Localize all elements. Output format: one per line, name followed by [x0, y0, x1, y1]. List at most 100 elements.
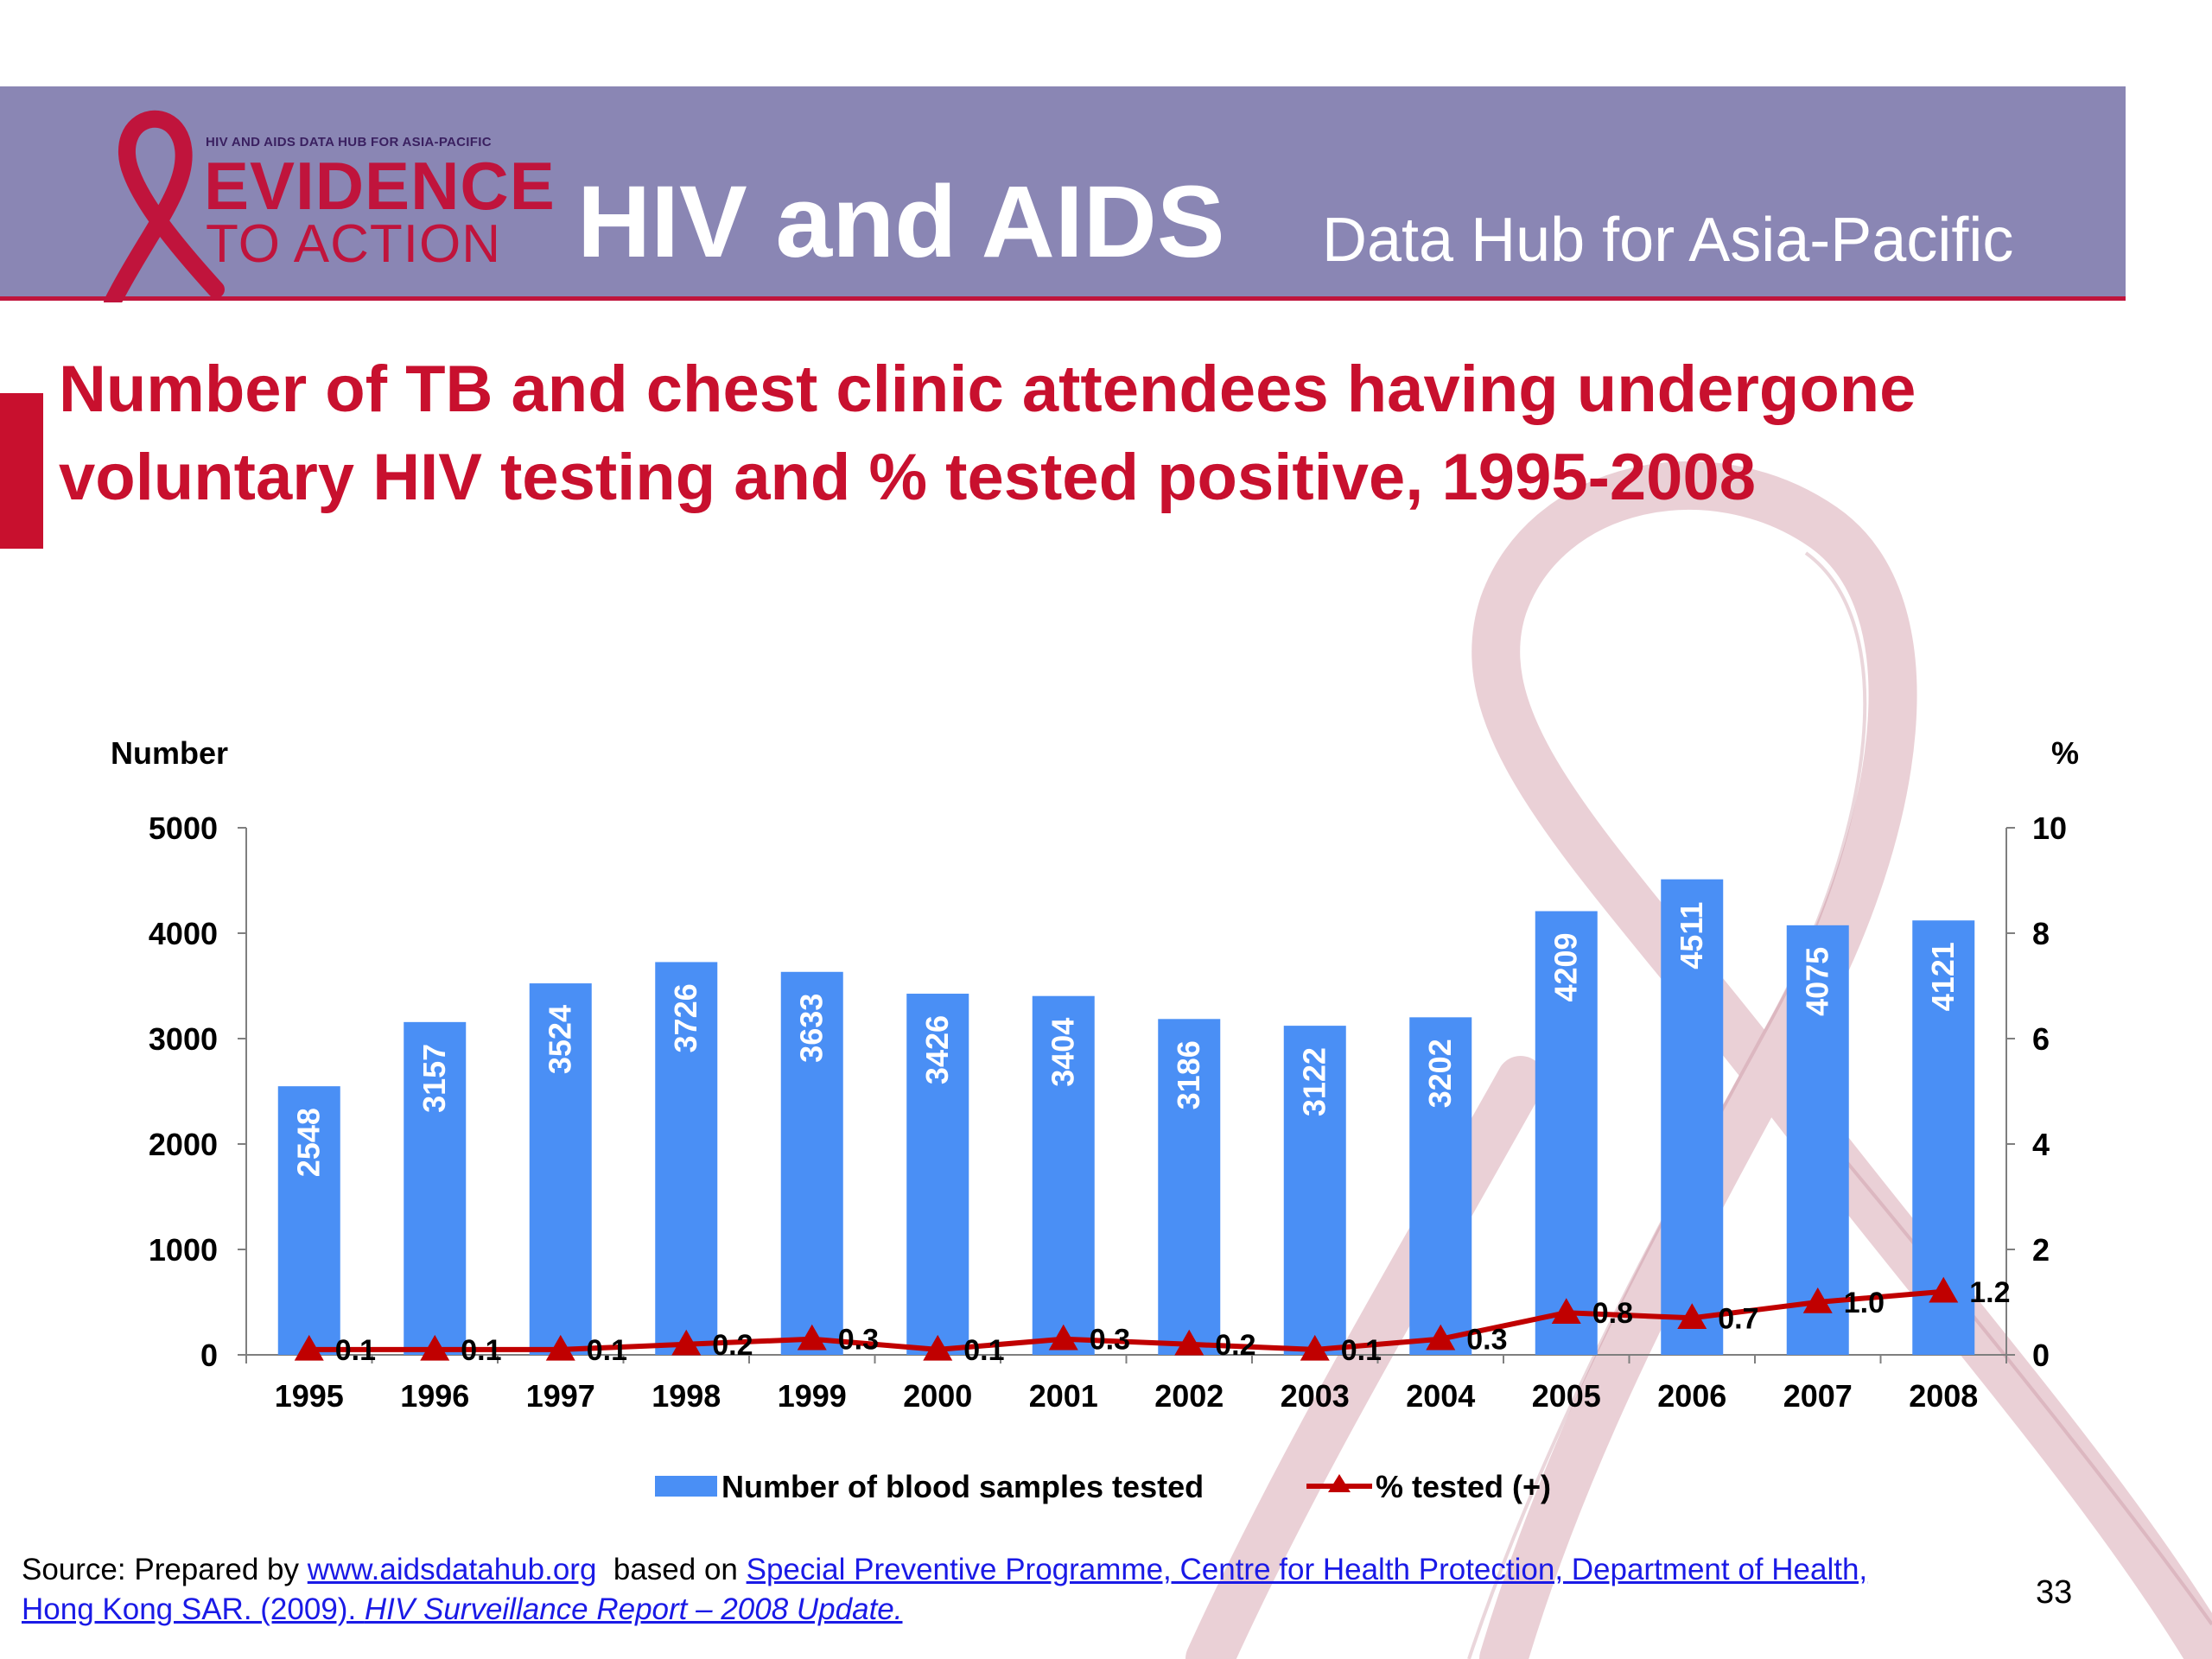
line-value-label: 0.3 [1466, 1324, 1507, 1357]
bar-value-label: 3726 [668, 983, 703, 1052]
bar [780, 971, 843, 1355]
bar [1158, 1019, 1221, 1355]
slide-title-line-2: voluntary HIV testing and % tested posit… [59, 441, 1756, 514]
y2-tick-label: 2 [2032, 1232, 2050, 1268]
triangle-point-marker [1048, 1324, 1078, 1351]
x-tick-label: 1997 [526, 1378, 595, 1414]
legend-triangle-icon [1328, 1474, 1351, 1492]
bar [1032, 995, 1095, 1355]
bar-value-label: 4209 [1548, 932, 1584, 1001]
source-prefix: Source: Prepared by [22, 1553, 308, 1586]
line-value-label: 0.1 [963, 1334, 1004, 1367]
bar [1786, 925, 1849, 1355]
line-value-label: 0.8 [1592, 1297, 1633, 1330]
y2-tick-label: 8 [2032, 916, 2050, 951]
triangle-point-marker [294, 1334, 324, 1361]
logo-tagline: HIV AND AIDS DATA HUB FOR ASIA-PACIFIC [206, 135, 492, 149]
bar-value-label: 3157 [416, 1044, 452, 1113]
x-tick-label: 2003 [1281, 1378, 1350, 1414]
x-tick-label: 2006 [1657, 1378, 1726, 1414]
bar-value-label: 3404 [1046, 1018, 1081, 1087]
y2-tick-label: 0 [2032, 1338, 2050, 1373]
x-tick-label: 2002 [1154, 1378, 1224, 1414]
bar [404, 1021, 467, 1355]
x-tick-label: 1996 [400, 1378, 469, 1414]
bar [277, 1086, 340, 1355]
report-link-line-2[interactable]: Hong Kong SAR. (2009). HIV Surveillance … [22, 1592, 903, 1626]
bar [655, 962, 718, 1355]
x-tick-label: 2008 [1909, 1378, 1978, 1414]
evidence-to-action-logo: HIV AND AIDS DATA HUB FOR ASIA-PACIFIC E… [78, 104, 555, 302]
bar-value-label: 3633 [794, 994, 830, 1063]
bar [1283, 1026, 1346, 1355]
line-value-label: 0.2 [712, 1329, 753, 1362]
title-accent-bar [0, 393, 43, 549]
triangle-point-marker [923, 1334, 953, 1361]
x-tick-label: 1998 [652, 1378, 721, 1414]
header-banner: HIV AND AIDS DATA HUB FOR ASIA-PACIFIC E… [0, 86, 2126, 302]
bar-value-label: 4511 [1674, 902, 1709, 969]
bar-value-label: 3524 [543, 1005, 578, 1074]
triangle-point-marker [1300, 1334, 1330, 1361]
line-value-label: 1.0 [1844, 1287, 1885, 1319]
x-tick-label: 2000 [903, 1378, 972, 1414]
spp-report-link[interactable]: Special Preventive Programme, Centre for… [746, 1553, 1868, 1586]
bar-value-label: 3122 [1297, 1047, 1332, 1116]
slide-title-line-1: Number of TB and chest clinic attendees … [59, 353, 1916, 426]
red-ribbon-icon [104, 110, 225, 302]
bar [906, 994, 969, 1355]
line-value-label: 0.2 [1215, 1329, 1255, 1362]
y2-axis-title: % [2051, 735, 2079, 771]
x-tick-label: 1999 [778, 1378, 847, 1414]
triangle-point-marker [1426, 1324, 1456, 1351]
logo-evidence-text: EVIDENCE [204, 148, 556, 224]
legend-line-label: % tested (+) [1376, 1469, 1551, 1504]
y2-tick-label: 10 [2032, 810, 2067, 846]
line-value-label: 0.7 [1718, 1302, 1758, 1335]
triangle-point-marker [797, 1324, 827, 1351]
triangle-point-marker [671, 1329, 702, 1356]
x-tick-label: 1995 [275, 1378, 344, 1414]
triangle-point-marker [1677, 1303, 1707, 1330]
bar [1661, 879, 1724, 1355]
line-value-label: 1.2 [1969, 1276, 2010, 1309]
x-tick-label: 2001 [1029, 1378, 1098, 1414]
y2-tick-label: 6 [2032, 1021, 2050, 1057]
x-tick-label: 2007 [1783, 1378, 1853, 1414]
bar-value-label: 4075 [1800, 947, 1835, 1016]
legend-bar-swatch [655, 1476, 717, 1497]
y2-tick-label: 4 [2032, 1127, 2050, 1162]
y-tick-label: 3000 [149, 1021, 218, 1057]
y-axis-title: Number [111, 735, 228, 771]
triangle-point-marker [1551, 1298, 1581, 1324]
slide-title: Number of TB and chest clinic attendees … [59, 346, 2167, 522]
page-number: 33 [2036, 1574, 2073, 1611]
x-tick-label: 2004 [1406, 1378, 1475, 1414]
source-middle: based on [596, 1553, 747, 1586]
logo-to-action-text: TO ACTION [206, 214, 502, 274]
legend-bar-label: Number of blood samples tested [721, 1469, 1204, 1504]
bar-value-label: 3186 [1171, 1040, 1206, 1109]
report-link-italic: HIV Surveillance Report – 2008 Update. [364, 1592, 903, 1626]
y-tick-label: 0 [200, 1338, 218, 1373]
report-link-plain: Hong Kong SAR. (2009). [22, 1592, 365, 1626]
triangle-point-marker [1174, 1329, 1205, 1356]
triangle-point-marker [1929, 1276, 1959, 1303]
bar-value-label: 2548 [291, 1108, 327, 1177]
aidsdatahub-link[interactable]: www.aidsdatahub.org [307, 1553, 597, 1586]
line-value-label: 0.1 [587, 1334, 627, 1367]
triangle-point-marker [1802, 1287, 1833, 1313]
line-value-label: 0.1 [1341, 1334, 1382, 1367]
triangle-point-marker [420, 1334, 450, 1361]
bar-value-label: 4121 [1925, 942, 1961, 1011]
bar-value-label: 3202 [1422, 1039, 1458, 1108]
header-subtitle: Data Hub for Asia-Pacific [1322, 206, 2014, 275]
header-title: HIV and AIDS [577, 165, 1225, 279]
source-citation: Source: Prepared by www.aidsdatahub.org … [22, 1550, 2035, 1630]
y-tick-label: 4000 [149, 916, 218, 951]
y-tick-label: 2000 [149, 1127, 218, 1162]
x-tick-label: 2005 [1532, 1378, 1601, 1414]
line-value-label: 0.1 [461, 1334, 501, 1367]
bar [1535, 911, 1598, 1355]
